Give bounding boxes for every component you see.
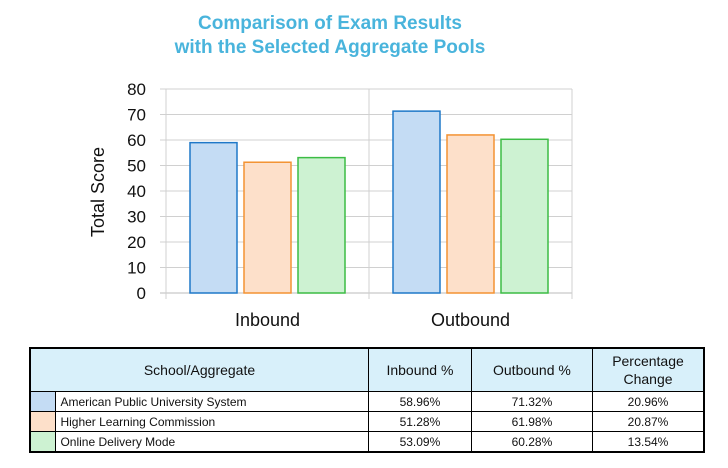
y-tick-label: 20 — [127, 233, 146, 252]
swatch-fill — [31, 432, 56, 451]
table-row: Online Delivery Mode 53.09% 60.28% 13.54… — [29, 431, 705, 453]
header-inbound: Inbound % — [368, 347, 472, 392]
y-tick-label: 0 — [137, 284, 146, 303]
row-change: 13.54% — [592, 431, 705, 453]
y-tick-label: 50 — [127, 157, 146, 176]
row-outbound: 71.32% — [470, 391, 594, 412]
results-table: School/Aggregate Inbound % Outbound % Pe… — [29, 347, 705, 453]
table-row: American Public University System 58.96%… — [29, 391, 705, 412]
x-category-labels: Inbound Outbound — [235, 310, 510, 330]
y-tick-labels: 0 10 20 30 40 50 60 70 80 — [127, 80, 146, 303]
table-header-row: School/Aggregate Inbound % Outbound % Pe… — [29, 347, 705, 392]
y-axis-title: Total Score — [88, 147, 108, 237]
row-name: Higher Learning Commission — [55, 411, 370, 432]
row-outbound: 61.98% — [470, 411, 594, 432]
row-name: Online Delivery Mode — [55, 431, 370, 453]
legend-swatch — [29, 411, 57, 432]
row-change: 20.87% — [592, 411, 705, 432]
bar — [243, 161, 292, 294]
swatch-fill — [31, 412, 56, 431]
y-tick-label: 80 — [127, 80, 146, 99]
table-row: Higher Learning Commission 51.28% 61.98%… — [29, 411, 705, 432]
y-tick-label: 10 — [127, 259, 146, 278]
x-category-label: Outbound — [431, 310, 510, 330]
header-outbound: Outbound % — [470, 347, 594, 392]
header-percentage-change: Percentage Change — [592, 347, 705, 392]
bar-chart: Comparison of Exam Results with the Sele… — [88, 13, 573, 330]
row-inbound: 51.28% — [368, 411, 472, 432]
row-inbound: 58.96% — [368, 391, 472, 412]
row-name: American Public University System — [55, 391, 370, 412]
y-tick-label: 60 — [127, 131, 146, 150]
bar — [446, 134, 495, 294]
y-tick-label: 30 — [127, 208, 146, 227]
y-tick-label: 40 — [127, 182, 146, 201]
y-tick-label: 70 — [127, 106, 146, 125]
bar — [392, 110, 441, 294]
legend-swatch — [29, 431, 57, 453]
chart-title-line-1: Comparison of Exam Results — [198, 13, 462, 34]
x-category-label: Inbound — [235, 310, 300, 330]
header-school-aggregate: School/Aggregate — [29, 347, 370, 392]
bar — [297, 156, 346, 294]
bars — [189, 110, 549, 294]
bar — [500, 138, 549, 294]
swatch-fill — [31, 392, 56, 411]
chart-title-line-2: with the Selected Aggregate Pools — [174, 37, 486, 58]
legend-swatch — [29, 391, 57, 412]
bar — [189, 141, 238, 294]
row-outbound: 60.28% — [470, 431, 594, 453]
row-inbound: 53.09% — [368, 431, 472, 453]
row-change: 20.96% — [592, 391, 705, 412]
